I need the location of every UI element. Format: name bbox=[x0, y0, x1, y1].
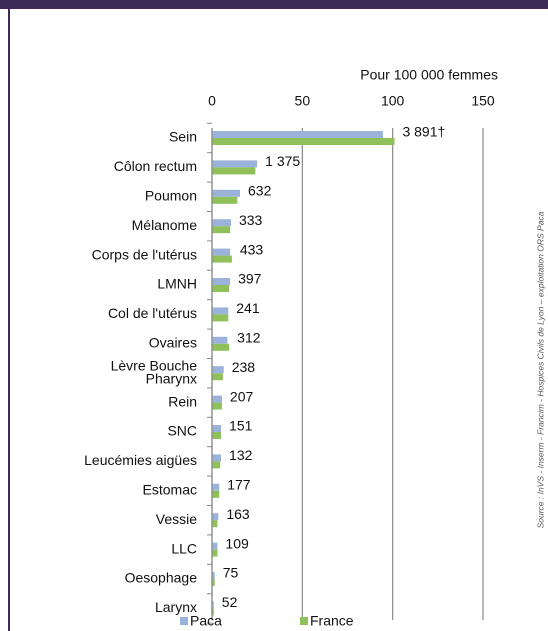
bar bbox=[212, 520, 218, 528]
category-label: Leucémies aigües bbox=[84, 452, 197, 468]
annotation: 207 bbox=[230, 388, 254, 404]
bar bbox=[212, 343, 230, 351]
annotation: 75 bbox=[223, 565, 239, 581]
bar bbox=[212, 255, 232, 263]
x-tick-label: 0 bbox=[208, 93, 216, 109]
annotation: 241 bbox=[236, 300, 260, 316]
legend-swatch bbox=[300, 617, 308, 625]
x-tick-label: 50 bbox=[295, 93, 311, 109]
annotation: 3 891† bbox=[402, 124, 445, 140]
legend-swatch bbox=[180, 617, 188, 625]
bar bbox=[212, 549, 218, 557]
bar bbox=[212, 248, 231, 256]
category-label: SNC bbox=[167, 423, 197, 439]
legend-label: France bbox=[310, 613, 354, 629]
category-label: Col de l'utérus bbox=[108, 305, 197, 321]
category-label: Ovaires bbox=[149, 335, 197, 351]
category-label: Rein bbox=[168, 393, 197, 409]
bar bbox=[212, 167, 256, 175]
bar bbox=[212, 278, 231, 285]
bar bbox=[212, 196, 238, 204]
category-label: Sein bbox=[169, 129, 197, 145]
annotation: 238 bbox=[232, 359, 256, 375]
annotation: 151 bbox=[229, 418, 253, 434]
annotation: 177 bbox=[227, 477, 251, 493]
annotation: 397 bbox=[238, 271, 262, 287]
annotation: 312 bbox=[237, 330, 261, 346]
annotation: 1 375 bbox=[265, 153, 300, 169]
bar bbox=[212, 314, 229, 322]
category-label: LMNH bbox=[157, 276, 197, 292]
bar bbox=[212, 131, 383, 138]
bar bbox=[212, 373, 223, 381]
bar bbox=[212, 490, 220, 498]
category-label: Oesophage bbox=[125, 570, 198, 586]
bar bbox=[212, 226, 231, 234]
annotation: 163 bbox=[226, 506, 250, 522]
bar bbox=[212, 601, 214, 609]
bar bbox=[212, 579, 215, 586]
annotation: 333 bbox=[239, 212, 263, 228]
bar bbox=[212, 483, 220, 491]
annotation: 433 bbox=[240, 241, 264, 257]
bar bbox=[212, 336, 228, 344]
bar bbox=[212, 542, 218, 550]
top-bar bbox=[0, 0, 548, 9]
category-label: Estomac bbox=[143, 482, 197, 498]
axis-title: Pour 100 000 femmes bbox=[360, 67, 498, 83]
source: Source : InVS - Inserm - Francim - Hospi… bbox=[535, 211, 545, 528]
x-tick-label: 150 bbox=[471, 93, 495, 109]
left-border bbox=[8, 9, 10, 631]
bar bbox=[212, 454, 222, 462]
bar bbox=[212, 402, 222, 410]
category-label: Corps de l'utérus bbox=[92, 246, 197, 262]
bar bbox=[212, 432, 222, 439]
bar bbox=[212, 307, 229, 315]
annotation: 132 bbox=[229, 447, 253, 463]
annotation: 52 bbox=[222, 594, 238, 610]
bar bbox=[212, 395, 222, 403]
category-label: LLC bbox=[171, 540, 197, 556]
annotation: 632 bbox=[248, 183, 272, 199]
bar bbox=[212, 285, 230, 292]
bar bbox=[212, 219, 231, 227]
annotation: 109 bbox=[225, 535, 249, 551]
bar bbox=[212, 425, 222, 432]
bar bbox=[212, 138, 395, 145]
category-label: Vessie bbox=[156, 511, 197, 527]
bar bbox=[212, 513, 219, 521]
category-label: Mélanome bbox=[132, 217, 198, 233]
bar bbox=[212, 608, 214, 616]
bar bbox=[212, 160, 258, 168]
category-label: Côlon rectum bbox=[114, 158, 197, 174]
category-label: Lèvre Bouche Pharynx bbox=[111, 357, 198, 386]
bar bbox=[212, 366, 224, 374]
legend-label: Paca bbox=[190, 613, 222, 629]
bar bbox=[212, 461, 221, 469]
bar bbox=[212, 572, 215, 579]
x-tick-label: 100 bbox=[381, 93, 405, 109]
bar bbox=[212, 189, 241, 197]
category-label: Larynx bbox=[155, 599, 197, 615]
category-label: Poumon bbox=[145, 188, 197, 204]
